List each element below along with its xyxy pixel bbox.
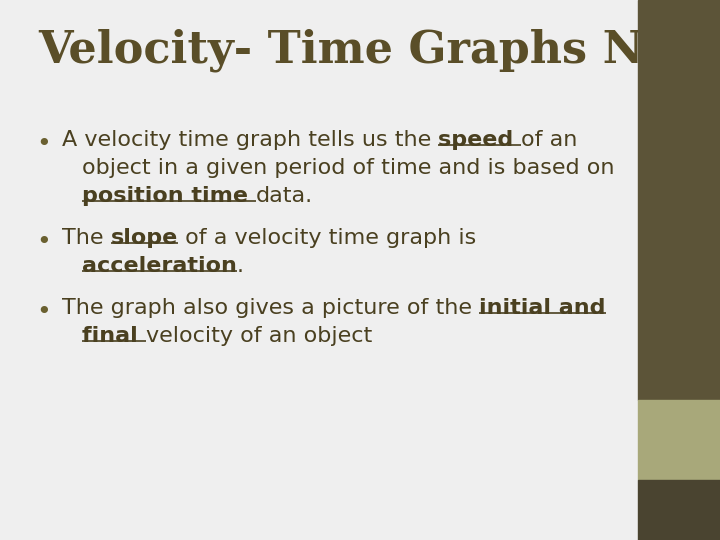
Text: position time: position time <box>82 186 256 206</box>
Text: A velocity time graph tells us the: A velocity time graph tells us the <box>62 130 438 150</box>
Bar <box>638 400 720 480</box>
Text: •: • <box>36 230 50 254</box>
Text: data.: data. <box>256 186 313 206</box>
Text: •: • <box>36 300 50 324</box>
Bar <box>638 0 720 400</box>
Bar <box>638 480 720 540</box>
Text: object in a given period of time and is based on: object in a given period of time and is … <box>82 158 614 178</box>
Text: Velocity- Time Graphs Notes: Velocity- Time Graphs Notes <box>38 28 720 71</box>
Text: The: The <box>62 228 111 248</box>
Text: final: final <box>82 326 145 346</box>
Text: velocity of an object: velocity of an object <box>145 326 372 346</box>
Text: acceleration: acceleration <box>82 256 237 276</box>
Text: •: • <box>36 132 50 156</box>
Text: of an: of an <box>521 130 577 150</box>
Text: speed: speed <box>438 130 521 150</box>
Text: The graph also gives a picture of the: The graph also gives a picture of the <box>62 298 479 318</box>
Text: initial and: initial and <box>479 298 606 318</box>
Text: slope: slope <box>111 228 178 248</box>
Text: .: . <box>237 256 244 276</box>
Text: of a velocity time graph is: of a velocity time graph is <box>178 228 476 248</box>
